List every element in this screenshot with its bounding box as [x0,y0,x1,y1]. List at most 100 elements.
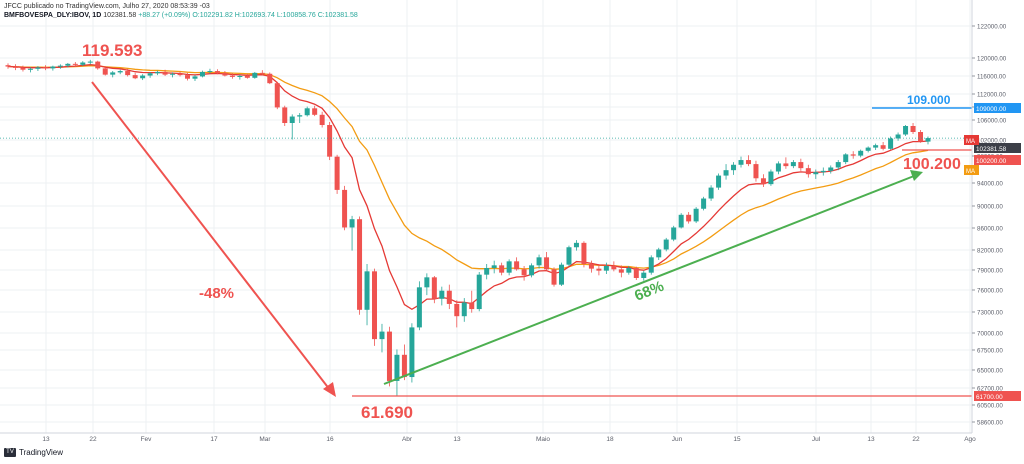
candle [319,111,325,128]
candle [80,61,86,67]
x-tick-label: 13 [42,436,50,443]
rise-arrow-line [383,175,915,385]
candle [192,75,198,81]
candle-body [170,73,176,75]
candle-body [768,171,774,185]
candle [760,174,766,188]
candle [214,69,220,75]
candle [663,237,669,252]
footer-brand[interactable]: TV TradingView [4,448,63,457]
candlesticks [5,59,931,396]
candle [185,72,191,81]
candle-body [701,198,707,209]
candle-body [521,269,527,276]
candle [372,268,378,346]
candle-body [693,208,699,222]
candle [865,146,871,153]
candle [424,273,430,296]
candle [738,156,744,168]
candle-body [237,76,243,77]
candle [357,216,363,315]
x-tick-label: Jun [672,436,683,443]
low-annotation: 61.690 [361,403,413,422]
candle [551,267,557,287]
candle [835,160,841,171]
candle-body [626,268,632,273]
y-tick-label: 60500.00 [977,403,1003,410]
x-tick-label: 15 [733,436,741,443]
candle [566,245,572,266]
candle-body [461,302,467,317]
candle [72,62,78,67]
candle-body [20,67,26,70]
candle [297,113,303,123]
level-up-annotation: 109.000 [907,93,951,107]
y-tick-label: 94000.00 [977,181,1003,188]
y-tick-label: 120000.00 [977,56,1007,63]
candle [775,161,781,175]
candle-body [910,126,916,132]
candle [723,164,729,180]
candle-body [731,164,737,171]
candle [820,167,826,176]
candle-body [416,287,422,328]
candle [880,142,886,151]
candle-body [499,265,505,273]
candle-body [858,150,864,156]
candle [274,81,280,110]
y-tick-label: 102000.00 [977,138,1007,145]
candle [693,207,699,224]
candle-body [843,154,849,163]
candle-body [573,242,579,248]
y-tick-label: 86000.00 [977,226,1003,233]
candle [229,73,235,79]
candle-body [446,290,452,304]
candle-body [813,172,819,175]
candle [731,162,737,175]
candle [671,225,677,242]
candle-body [364,271,370,310]
candle [177,71,183,77]
candle-body [401,354,407,378]
candle [641,270,647,281]
candle [259,70,265,76]
candle-body [147,73,153,76]
ma-slow-tag-bg [964,165,979,175]
candle-body [903,126,909,135]
candle-body [342,189,348,228]
candle-body [603,266,609,271]
candle-body [745,160,751,165]
candle [678,213,684,229]
candle-body [544,257,550,270]
candle-body [229,75,235,77]
ma-fast-tag-text: MA [966,139,975,145]
candle [648,255,654,275]
candle [42,65,48,71]
candle-body [222,72,228,76]
candle [431,276,437,304]
y-tick-label: 90000.00 [977,204,1003,211]
candle-body [102,68,108,75]
y-tick-label: 116000.00 [977,74,1006,81]
candle [334,154,340,194]
ma-fast-tag-bg [964,135,979,145]
candle [379,323,385,353]
candle-body [588,264,594,269]
candle-body [895,134,901,139]
x-tick-label: 17 [210,436,218,443]
candle [491,260,497,274]
candle [364,264,370,326]
x-tick-label: Abr [402,436,413,443]
candle-body [633,268,639,278]
symbol-label: BMFBOVESPA_DLY:IBOV, 1D [4,12,102,19]
resistance-price-tag-text: 109000.00 [976,106,1007,113]
candle-body [723,170,729,176]
candle [439,286,445,306]
candle-body [155,71,161,74]
candle-body [678,214,684,228]
chart-grid [0,0,972,433]
candle-body [611,266,617,270]
candle [304,106,310,117]
candle [484,264,490,280]
